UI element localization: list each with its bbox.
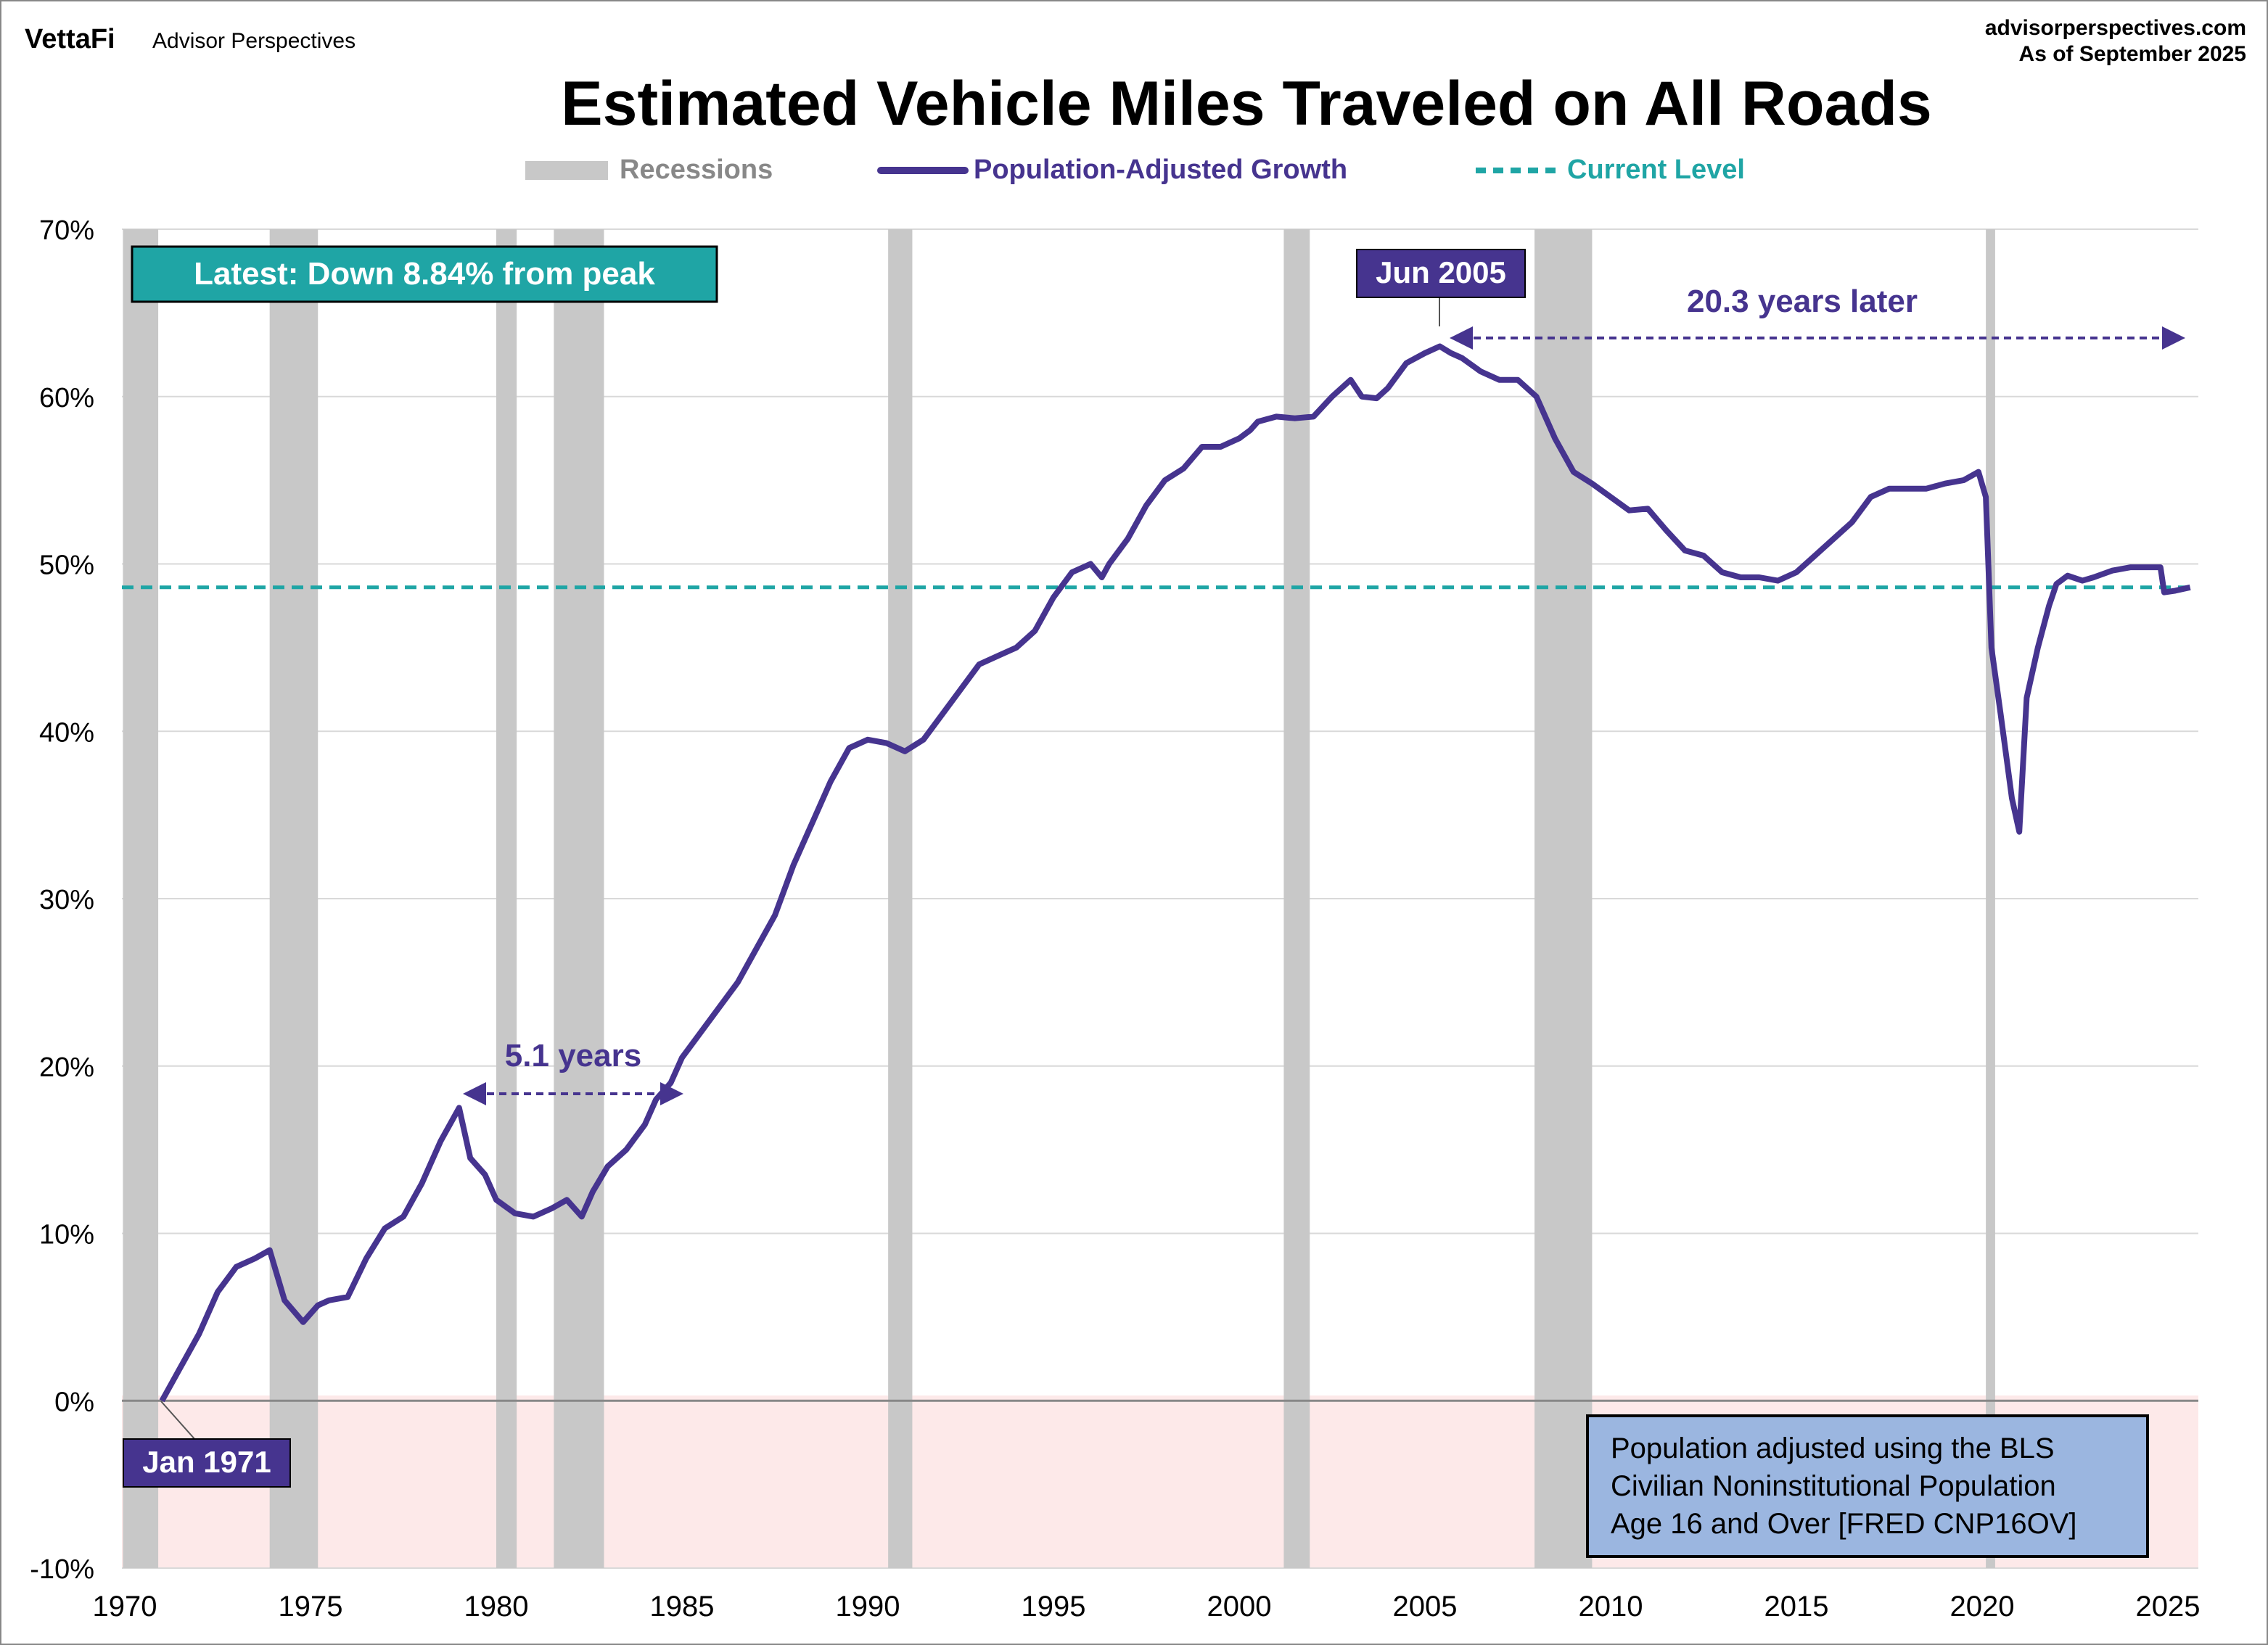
chart-title: Estimated Vehicle Miles Traveled on All … [561, 69, 1931, 139]
annotation-start: Jan 1971 [123, 1401, 291, 1488]
note-line: Population adjusted using the BLS [1611, 1432, 2055, 1464]
x-tick-label: 2025 [2136, 1591, 2201, 1623]
recession-band [554, 229, 604, 1568]
latest-label: Latest: Down 8.84% from peak [194, 256, 655, 292]
x-tick-label: 2015 [1764, 1591, 1829, 1623]
y-tick-label: 0% [54, 1387, 94, 1417]
y-tick-label: -10% [30, 1554, 94, 1585]
x-tick-label: 1980 [464, 1591, 529, 1623]
legend-label-recessions: Recessions [620, 154, 773, 185]
recession-band [888, 229, 913, 1568]
brand-logo: VettaFi [25, 24, 115, 54]
note-box: Population adjusted using the BLS Civili… [1586, 1414, 2149, 1558]
recession-band [496, 229, 517, 1568]
x-tick-label: 1970 [93, 1591, 157, 1623]
x-tick-label: 2005 [1393, 1591, 1458, 1623]
x-tick-label: 2010 [1579, 1591, 1643, 1623]
y-tick-label: 20% [39, 1052, 94, 1083]
recession-band [123, 229, 159, 1568]
start-label: Jan 1971 [142, 1445, 271, 1479]
site-url: advisorperspectives.com [1985, 16, 2246, 40]
legend: Recessions Population-Adjusted Growth Cu… [525, 154, 1745, 185]
y-tick-label: 30% [39, 885, 94, 915]
years-label: 5.1 years [505, 1038, 641, 1073]
x-tick-label: 1975 [279, 1591, 343, 1623]
x-tick-label: 1985 [650, 1591, 715, 1623]
recession-band [1283, 229, 1310, 1568]
brand-subtitle: Advisor Perspectives [152, 29, 356, 53]
series-line-population-adjusted-growth [159, 343, 2191, 1403]
annotation-5-years: 5.1 years [463, 1038, 683, 1105]
recession-band [1986, 229, 1995, 1568]
y-tick-label: 70% [39, 215, 94, 246]
x-tick-label: 2020 [1950, 1591, 2015, 1623]
annotation-20-years: 20.3 years later [1450, 284, 2185, 350]
legend-swatch-recessions [525, 161, 608, 180]
legend-label-current: Current Level [1567, 154, 1745, 185]
y-tick-label: 60% [39, 383, 94, 413]
note-line: Age 16 and Over [FRED CNP16OV] [1611, 1508, 2077, 1540]
x-tick-label: 1990 [836, 1591, 900, 1623]
peak-label: Jun 2005 [1376, 255, 1506, 289]
annotation-latest: Latest: Down 8.84% from peak [131, 245, 718, 303]
legend-label-growth: Population-Adjusted Growth [974, 154, 1347, 185]
y-tick-label: 10% [39, 1220, 94, 1250]
x-tick-label: 1995 [1022, 1591, 1086, 1623]
y-tick-label: 40% [39, 717, 94, 748]
y-tick-label: 50% [39, 551, 94, 581]
later-label: 20.3 years later [1687, 284, 1918, 319]
annotation-peak: Jun 2005 [1356, 249, 1526, 326]
as-of-date: As of September 2025 [2019, 42, 2246, 66]
recession-band [1534, 229, 1593, 1568]
recession-band [269, 229, 319, 1568]
x-tick-label: 2000 [1207, 1591, 1272, 1623]
note-line: Civilian Noninstitutional Population [1611, 1470, 2056, 1502]
